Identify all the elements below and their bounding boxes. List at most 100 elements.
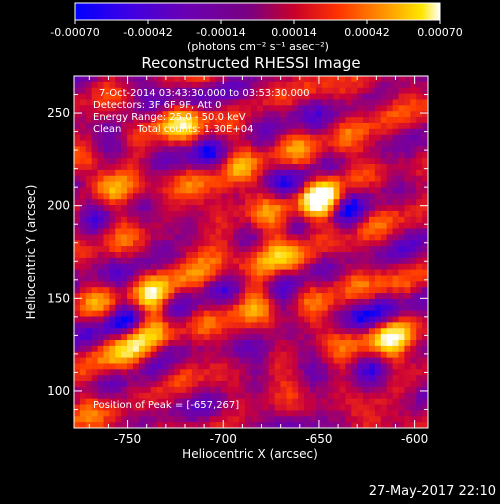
heatmap-cell [97, 87, 104, 94]
heatmap-cell [156, 122, 163, 130]
heatmap-cell [386, 404, 393, 411]
heatmap-cell [186, 222, 193, 229]
heatmap-cell [192, 386, 199, 394]
heatmap-cell [144, 422, 152, 428]
heatmap-cell [386, 269, 393, 276]
heatmap-cell [138, 375, 146, 382]
heatmap-cell [404, 111, 411, 118]
heatmap-cell [138, 87, 146, 94]
heatmap-cell [109, 152, 116, 159]
heatmap-cell [262, 76, 270, 83]
heatmap-cell [363, 76, 370, 83]
heatmap-cell [398, 334, 405, 341]
heatmap-cell [345, 234, 352, 241]
heatmap-cell [327, 398, 334, 405]
heatmap-cell [239, 81, 246, 89]
heatmap-cell [227, 81, 234, 89]
heatmap-cell [115, 122, 122, 130]
heatmap-cell [256, 222, 264, 229]
heatmap-cell [74, 357, 81, 364]
heatmap-cell [192, 351, 199, 358]
heatmap-cell [103, 263, 110, 270]
heatmap-cell [251, 316, 258, 323]
heatmap-cell [351, 164, 358, 171]
heatmap-cell [239, 375, 246, 382]
heatmap-cell [363, 298, 370, 306]
heatmap-cell [197, 246, 205, 253]
heatmap-cell [369, 322, 376, 329]
heatmap-cell [186, 234, 193, 241]
heatmap-cell [162, 357, 169, 364]
heatmap-cell [168, 228, 175, 235]
heatmap-cell [310, 334, 317, 341]
heatmap-cell [410, 275, 417, 282]
heatmap-cell [209, 322, 216, 329]
heatmap-cell [422, 275, 428, 282]
heatmap-cell [209, 169, 216, 177]
heatmap-cell [304, 381, 311, 388]
heatmap-cell [304, 416, 311, 423]
heatmap-cell [315, 304, 323, 312]
heatmap-cell [416, 193, 423, 200]
heatmap-cell [203, 304, 211, 312]
heatmap-cell [345, 298, 352, 306]
heatmap-cell [374, 246, 382, 253]
heatmap-cell [339, 99, 346, 106]
heatmap-cell [197, 81, 205, 89]
heatmap-cell [262, 293, 270, 300]
heatmap-cell [262, 152, 270, 159]
heatmap-cell [404, 199, 411, 206]
heatmap-cell [174, 351, 181, 358]
heatmap-cell [380, 93, 388, 100]
heatmap-cell [339, 122, 346, 130]
heatmap-cell [256, 422, 264, 428]
heatmap-cell [180, 128, 187, 136]
heatmap-cell [251, 222, 258, 229]
heatmap-cell [245, 340, 252, 347]
heatmap-cell [321, 252, 329, 259]
heatmap-cell [150, 345, 157, 353]
heatmap-cell [298, 99, 305, 106]
heatmap-cell [186, 76, 193, 83]
heatmap-cell [239, 228, 246, 235]
heatmap-cell [351, 410, 358, 417]
heatmap-cell [221, 375, 228, 382]
heatmap-cell [168, 404, 175, 411]
heatmap-cell [274, 246, 281, 253]
heatmap-cell [251, 275, 258, 282]
heatmap-cell [85, 351, 93, 358]
heatmap-cell [345, 281, 352, 288]
heatmap-cell [416, 340, 423, 347]
heatmap-cell [386, 187, 393, 194]
heatmap-cell [79, 146, 87, 153]
heatmap-cell [298, 275, 305, 282]
heatmap-cell [386, 216, 393, 224]
heatmap-cell [150, 205, 157, 212]
heatmap-cell [209, 181, 216, 188]
heatmap-cell [251, 304, 258, 312]
heatmap-cell [410, 134, 417, 141]
heatmap-cell [304, 216, 311, 224]
heatmap-cell [109, 193, 116, 200]
heatmap-cell [333, 240, 340, 247]
heatmap-cell [369, 87, 376, 94]
heatmap-cell [168, 340, 175, 347]
heatmap-cell [357, 392, 364, 400]
heatmap-cell [215, 310, 222, 317]
heatmap-cell [133, 357, 140, 364]
heatmap-cell [369, 375, 376, 382]
heatmap-cell [203, 210, 211, 218]
heatmap-cell [91, 152, 98, 159]
heatmap-cell [298, 392, 305, 400]
heatmap-cell [256, 140, 264, 147]
heatmap-cell [239, 87, 246, 94]
heatmap-cell [97, 193, 104, 200]
heatmap-cell [410, 164, 417, 171]
heatmap-cell [162, 369, 169, 376]
heatmap-cell [150, 105, 157, 112]
heatmap-cell [150, 199, 157, 206]
heatmap-cell [327, 99, 334, 106]
heatmap-cell [144, 316, 152, 323]
heatmap-cell [245, 105, 252, 112]
heatmap-cell [103, 240, 110, 247]
